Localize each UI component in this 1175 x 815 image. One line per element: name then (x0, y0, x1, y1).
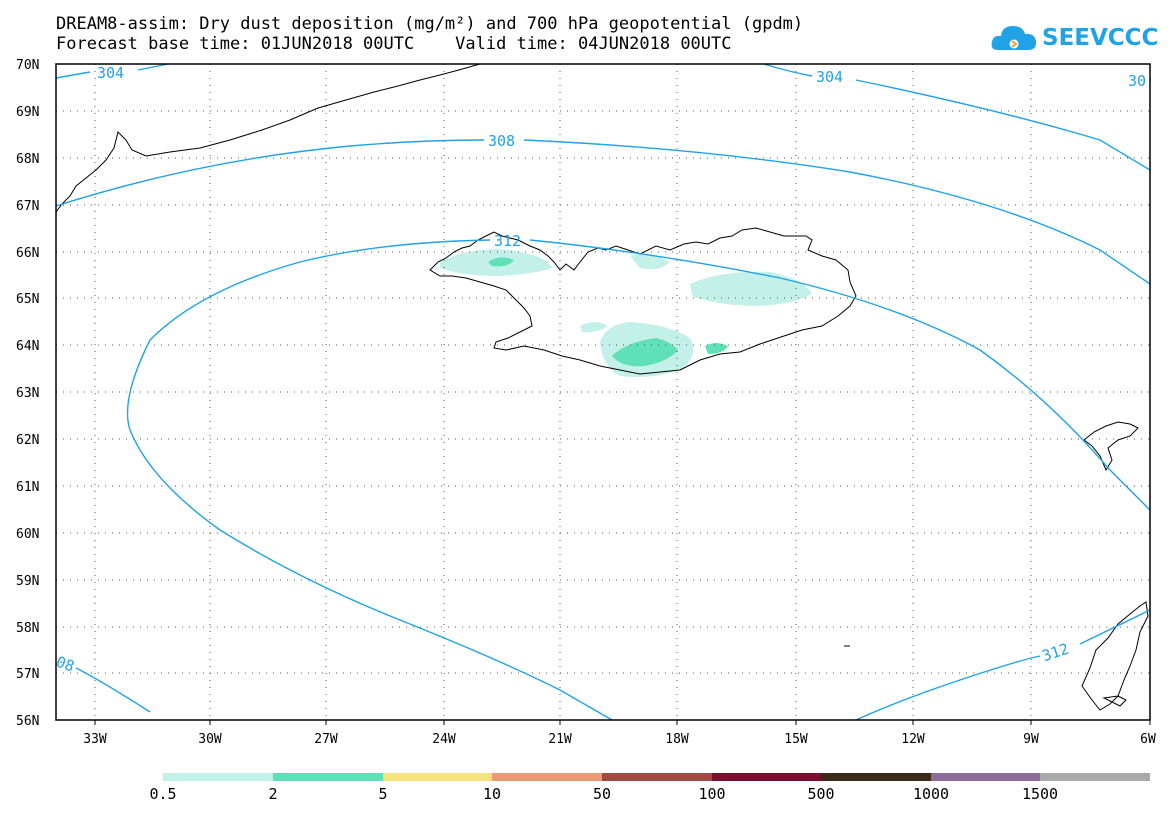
colorbar-label: 50 (593, 785, 611, 803)
lon-label: 27W (314, 732, 338, 747)
contour-label: 312 (494, 232, 521, 250)
lon-label: 24W (432, 732, 456, 747)
lat-label: 60N (16, 527, 39, 542)
lon-label: 12W (901, 732, 925, 747)
colorbar-label: 5 (378, 785, 387, 803)
colorbar-swatch (273, 773, 383, 781)
colorbar-label: 1500 (1022, 785, 1058, 803)
colorbar-label: 1000 (913, 785, 949, 803)
lon-label: 9W (1023, 732, 1039, 747)
chart-subtitle: Forecast base time: 01JUN2018 00UTC Vali… (56, 34, 732, 54)
logo-text: SEEVCCC (1042, 25, 1159, 51)
colorbar-swatch (712, 773, 821, 781)
lat-label: 59N (16, 574, 39, 589)
contour-label: 304 (816, 68, 843, 86)
lat-label: 68N (16, 152, 39, 167)
colorbar-label: 500 (807, 785, 834, 803)
lat-label: 58N (16, 621, 39, 636)
longitude-labels: 33W 30W 27W 24W 21W 18W 15W 12W 9W 6W (83, 732, 1156, 747)
lat-label: 65N (16, 292, 39, 307)
colorbar-label: 2 (268, 785, 277, 803)
lon-label: 33W (83, 732, 107, 747)
contour-label: 08 (54, 653, 77, 676)
contour-labels: 304 304 30 308 312 312 08 (54, 64, 1146, 676)
lat-label: 69N (16, 105, 39, 120)
colorbar-swatch (931, 773, 1040, 781)
lon-label: 15W (784, 732, 808, 747)
latitude-labels: 70N 69N 68N 67N 66N 65N 64N 63N 62N 61N … (16, 58, 39, 729)
coastlines (55, 63, 1149, 711)
colorbar-swatch (602, 773, 712, 781)
gridlines (56, 64, 1150, 720)
colorbar-swatch (163, 773, 273, 781)
colorbar-label: 100 (698, 785, 725, 803)
colorbar-swatch (821, 773, 931, 781)
lat-label: 56N (16, 714, 39, 729)
colorbar-swatch (383, 773, 492, 781)
lon-label: 18W (665, 732, 689, 747)
seevccc-logo: SEEVCCC (990, 18, 1158, 60)
colorbar: 0.5 2 5 10 50 100 500 1000 1500 (149, 773, 1150, 803)
chart-title: DREAM8-assim: Dry dust deposition (mg/m²… (56, 14, 804, 34)
lat-label: 62N (16, 433, 39, 448)
colorbar-swatch (1040, 773, 1150, 781)
lat-label: 64N (16, 339, 39, 354)
lat-label: 63N (16, 386, 39, 401)
colorbar-label: 0.5 (149, 785, 176, 803)
colorbar-label: 10 (483, 785, 501, 803)
lat-label: 70N (16, 58, 39, 73)
contour-label: 304 (97, 64, 124, 82)
axis-ticks (94, 720, 1151, 725)
colorbar-swatch (492, 773, 602, 781)
lat-label: 66N (16, 246, 39, 261)
lon-label: 6W (1140, 732, 1156, 747)
dust-deposition-shading (440, 249, 812, 378)
contour-label: 308 (488, 132, 515, 150)
geopotential-contours (55, 63, 1151, 721)
cloud-icon (991, 26, 1036, 50)
map-frame (55, 63, 1151, 721)
lat-label: 67N (16, 199, 39, 214)
contour-label: 30 (1128, 72, 1146, 90)
lon-label: 30W (198, 732, 222, 747)
lon-label: 21W (548, 732, 572, 747)
contour-label: 312 (1040, 640, 1071, 665)
lat-label: 61N (16, 480, 39, 495)
lat-label: 57N (16, 667, 39, 682)
